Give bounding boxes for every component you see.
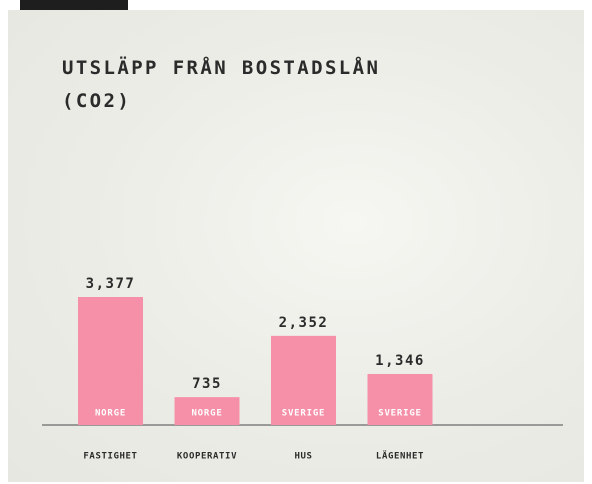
x-tick-label: FASTIGHET (83, 452, 137, 462)
bar (271, 335, 336, 425)
bar-label: NORGE (191, 409, 222, 419)
value-label: 735 (192, 376, 222, 392)
value-label: 2,352 (279, 315, 329, 331)
bar (174, 397, 240, 425)
bar (367, 373, 433, 425)
bar-label: NORGE (95, 409, 126, 419)
bar-label: SVERIGE (282, 409, 326, 419)
value-label: 1,346 (375, 353, 425, 369)
value-label: 3,377 (86, 276, 136, 292)
top-tab (20, 0, 128, 10)
x-tick-label: LÄGENHET (376, 451, 424, 462)
x-tick-label: KOOPERATIV (177, 452, 237, 462)
chart-title: UTSLÄPP FRÅN BOSTADSLÅN (CO2) (62, 57, 381, 112)
bar (78, 297, 143, 425)
x-tick-label: HUS (294, 452, 312, 462)
bar-label: SVERIGE (378, 409, 422, 419)
